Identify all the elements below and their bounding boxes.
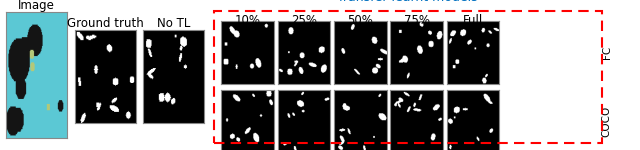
Text: 25%: 25% [291,14,317,27]
Text: Transfer learnt models: Transfer learnt models [337,0,478,4]
Text: COCO: COCO [602,106,612,137]
Title: Ground truth: Ground truth [67,17,143,30]
Text: 75%: 75% [404,14,429,27]
Text: 10%: 10% [235,14,260,27]
Title: No TL: No TL [157,17,191,30]
Text: FC: FC [602,46,612,59]
Text: Full: Full [463,14,483,27]
Title: Image: Image [19,0,55,12]
Text: 50%: 50% [348,14,373,27]
